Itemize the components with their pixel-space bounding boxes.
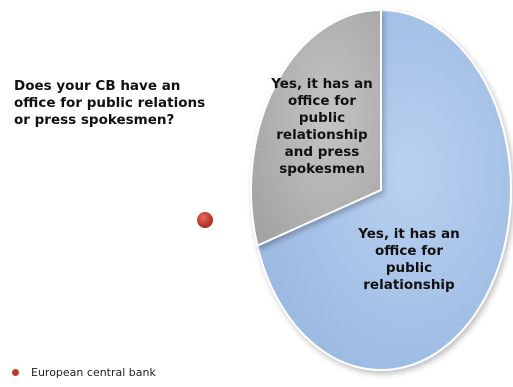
pie-slice-label-line: relationship [276,127,368,143]
pie-slice-label-line: Yes, it has an [270,76,373,92]
chart-title-line-1: Does your CB have an [14,78,181,94]
pie-slice-label-line: Yes, it has an [357,226,460,242]
pie-slice-label-line: relationship [363,277,455,293]
chart-title-line-2: office for public relations [14,95,206,111]
pie-slice-label-line: office for [288,93,356,109]
pie-slice-label-line: public [299,110,345,126]
pie-slice-1 [256,8,512,371]
chart-title: Does your CB have an office for public r… [14,78,214,129]
pie-slice-label-line: office for [375,243,443,259]
pie-labels: Yes, it has an office for public relationsh… [270,76,460,293]
pie-slice-label-line: spokesmen [279,161,365,177]
pie-slices [250,8,512,371]
pie-slice-label-line: and press [285,144,360,160]
legend-marker [12,369,19,376]
legend: European central bank [12,366,156,379]
legend-label: European central bank [31,366,156,379]
pie-slice-label-2: Yes, it has an office for public relationsh… [270,76,373,177]
highlight-marker [197,212,213,228]
chart-title-line-3: or press spokesmen? [14,112,175,128]
pie-slice-label-line: public [386,260,432,276]
pie-slice-2 [250,8,382,248]
pie-slice-label-1: Yes, it has an office for public relationsh… [357,226,460,293]
